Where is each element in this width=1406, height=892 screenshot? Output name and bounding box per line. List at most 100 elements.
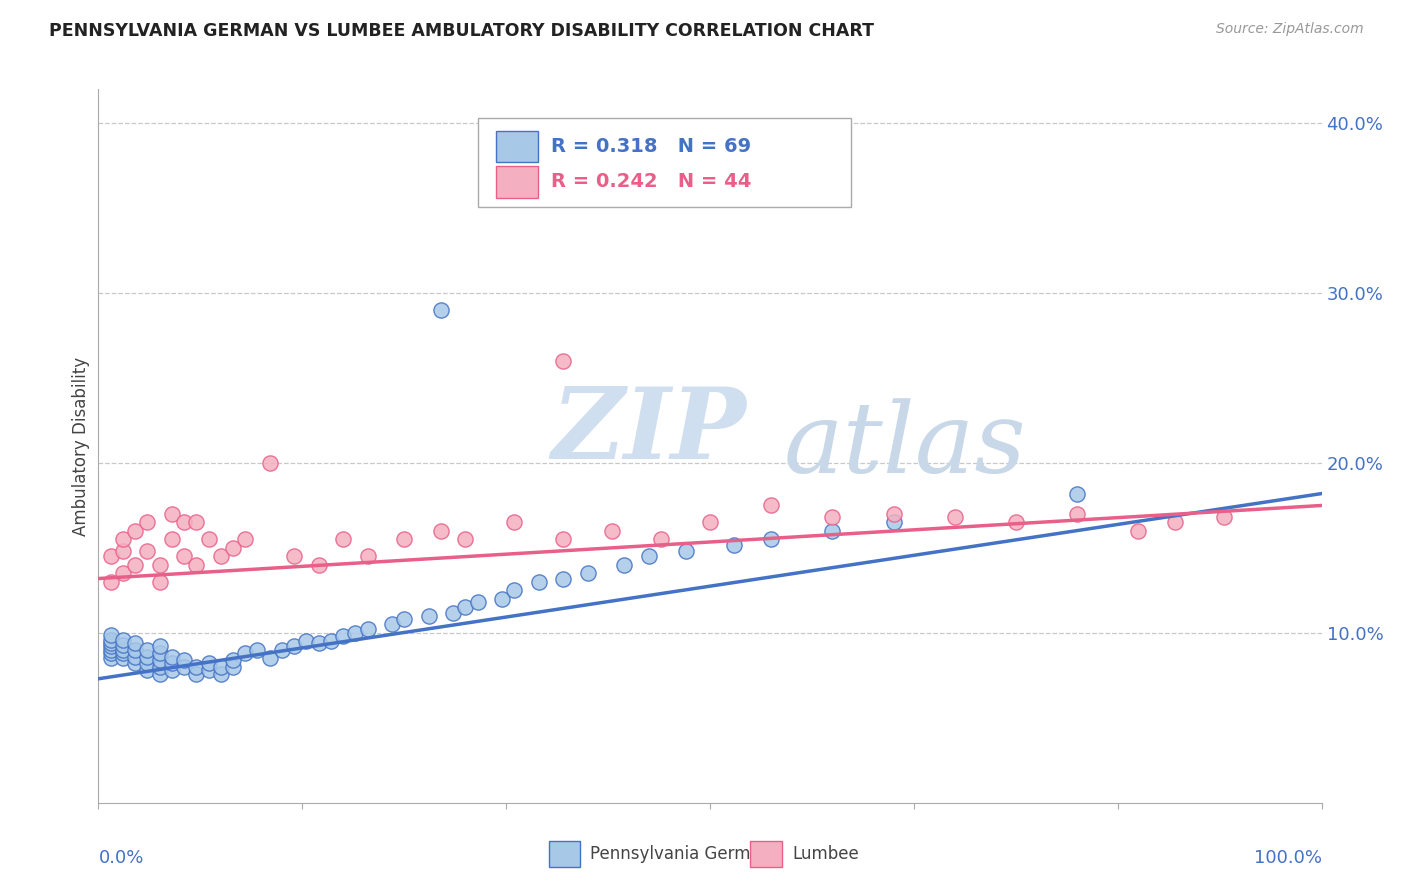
Point: [454, 600, 477, 615]
Text: 0.0%: 0.0%: [98, 849, 143, 867]
Point: [600, 524, 623, 538]
Point: [124, 649, 146, 664]
Point: [173, 516, 195, 530]
Point: [209, 666, 232, 681]
Point: [467, 595, 489, 609]
Point: [111, 632, 134, 647]
Point: [418, 608, 440, 623]
Point: [173, 549, 195, 564]
Point: [392, 533, 416, 547]
Point: [222, 653, 245, 667]
Point: [356, 549, 378, 564]
Point: [160, 649, 183, 664]
Point: [160, 663, 183, 677]
Text: 100.0%: 100.0%: [1254, 849, 1322, 867]
Point: [553, 354, 575, 368]
Point: [100, 627, 122, 641]
Point: [136, 649, 159, 664]
Point: [699, 516, 721, 530]
Point: [197, 657, 219, 671]
Text: ZIP: ZIP: [551, 384, 747, 480]
Point: [430, 303, 453, 318]
Point: [124, 558, 146, 572]
Point: [761, 499, 783, 513]
Point: [100, 632, 122, 647]
Text: Pennsylvania Germans: Pennsylvania Germans: [591, 846, 780, 863]
Point: [723, 537, 745, 551]
Point: [270, 643, 294, 657]
Point: [650, 533, 672, 547]
Point: [124, 643, 146, 657]
Point: [883, 516, 905, 530]
Point: [1128, 524, 1150, 538]
Point: [111, 651, 134, 665]
Point: [149, 653, 172, 667]
Text: R = 0.318   N = 69: R = 0.318 N = 69: [551, 136, 751, 156]
Point: [149, 660, 172, 674]
Point: [308, 636, 330, 650]
Point: [332, 533, 354, 547]
Point: [186, 666, 208, 681]
Point: [149, 574, 172, 589]
Point: [503, 516, 526, 530]
Point: [136, 643, 159, 657]
Point: [136, 544, 159, 558]
Point: [209, 549, 232, 564]
Point: [246, 643, 269, 657]
Text: R = 0.242   N = 44: R = 0.242 N = 44: [551, 172, 751, 192]
Point: [186, 558, 208, 572]
FancyBboxPatch shape: [548, 841, 581, 867]
Point: [553, 572, 575, 586]
Point: [295, 634, 318, 648]
Point: [344, 626, 367, 640]
Point: [160, 507, 183, 521]
FancyBboxPatch shape: [496, 166, 537, 198]
Point: [283, 549, 305, 564]
Point: [100, 549, 122, 564]
Point: [100, 640, 122, 654]
Point: [392, 612, 416, 626]
Point: [222, 660, 245, 674]
Text: Source: ZipAtlas.com: Source: ZipAtlas.com: [1216, 22, 1364, 37]
Point: [111, 643, 134, 657]
Point: [1066, 507, 1088, 521]
Point: [637, 549, 661, 564]
Point: [1164, 516, 1187, 530]
Point: [160, 657, 183, 671]
Text: atlas: atlas: [783, 399, 1026, 493]
Point: [761, 533, 783, 547]
FancyBboxPatch shape: [478, 118, 851, 207]
Point: [503, 583, 526, 598]
Point: [186, 516, 208, 530]
Point: [233, 533, 256, 547]
Point: [1066, 486, 1088, 500]
Point: [1004, 516, 1026, 530]
Point: [100, 574, 122, 589]
Text: Lumbee: Lumbee: [792, 846, 859, 863]
Text: PENNSYLVANIA GERMAN VS LUMBEE AMBULATORY DISABILITY CORRELATION CHART: PENNSYLVANIA GERMAN VS LUMBEE AMBULATORY…: [49, 22, 875, 40]
Point: [111, 544, 134, 558]
Point: [821, 510, 844, 524]
Point: [553, 533, 575, 547]
Point: [100, 643, 122, 657]
Point: [1212, 510, 1234, 524]
Point: [441, 606, 464, 620]
Point: [197, 533, 219, 547]
Point: [124, 524, 146, 538]
FancyBboxPatch shape: [751, 841, 782, 867]
Point: [186, 660, 208, 674]
FancyBboxPatch shape: [496, 130, 537, 162]
Point: [149, 646, 172, 660]
Point: [136, 663, 159, 677]
Point: [454, 533, 477, 547]
Point: [259, 651, 281, 665]
Point: [100, 636, 122, 650]
Point: [124, 636, 146, 650]
Point: [111, 646, 134, 660]
Point: [222, 541, 245, 555]
Point: [943, 510, 966, 524]
Point: [149, 666, 172, 681]
Point: [124, 657, 146, 671]
Point: [283, 640, 305, 654]
Point: [136, 657, 159, 671]
